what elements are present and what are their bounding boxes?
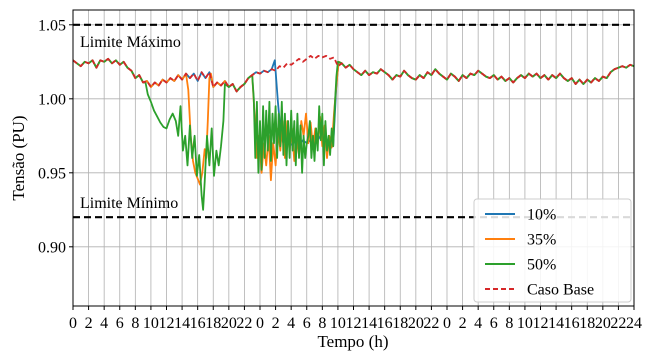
x-tick-label-7: 14 [174,315,190,332]
x-tick-label-16: 8 [318,315,326,332]
x-tick-label-14: 4 [287,315,295,332]
x-tick-label-22: 20 [408,315,424,332]
x-tick-label-29: 10 [517,315,533,332]
x-tick-label-27: 6 [490,315,498,332]
x-tick-label-18: 12 [346,315,362,332]
min-limit-label: Limite Mínimo [80,195,178,212]
x-tick-label-4: 8 [131,315,139,332]
x-tick-label-13: 2 [272,315,280,332]
x-tick-label-31: 14 [548,315,564,332]
legend: 10% 35% 50% Caso Base [473,198,632,303]
x-tick-label-33: 18 [579,315,595,332]
x-tick-label-8: 16 [190,315,206,332]
x-tick-label-1: 2 [85,315,93,332]
x-tick-label-34: 20 [595,315,611,332]
x-tick-label-23: 22 [423,315,439,332]
x-tick-label-5: 10 [143,315,159,332]
series-line-2 [73,57,634,211]
y-tick-label-3: 1.05 [38,17,66,34]
x-tick-label-2: 4 [100,315,108,332]
legend-label-3: Caso Base [527,282,594,299]
x-tick-label-9: 18 [205,315,221,332]
x-axis-label: Tempo (h) [317,332,388,351]
x-tick-label-10: 20 [221,315,237,332]
x-tick-label-12: 0 [256,315,264,332]
y-tick-label-1: 0.95 [38,165,66,182]
x-tick-label-24: 0 [443,315,451,332]
x-tick-label-20: 16 [377,315,393,332]
series-line-3 [73,55,634,93]
legend-box [473,198,632,303]
legend-label-0: 10% [527,207,556,224]
x-tick-label-28: 8 [505,315,513,332]
series-layer [73,55,634,211]
x-tick-label-17: 10 [330,315,346,332]
max-limit-label: Limite Máximo [80,34,181,51]
y-tick-label-0: 0.90 [38,239,66,256]
x-tick-label-15: 6 [303,315,311,332]
x-tick-label-11: 22 [236,315,252,332]
x-tick-label-26: 4 [474,315,482,332]
x-tick-label-0: 0 [69,315,77,332]
x-tick-label-35: 22 [610,315,626,332]
x-axis-ticks: 0 2 4 6 8 10 12 14 16 18 20 22 0 2 4 6 8 10 12 14 16 18 20 22 0 2… [69,306,642,332]
y-axis-label: Tensão (PU) [9,115,28,200]
x-tick-label-3: 6 [116,315,124,332]
legend-label-2: 50% [527,257,556,274]
y-axis-ticks: 0.90 0.95 1.00 1.05 [38,17,73,256]
x-tick-label-30: 12 [533,315,549,332]
y-tick-label-2: 1.00 [38,91,66,108]
x-tick-label-25: 2 [459,315,467,332]
x-tick-label-32: 16 [564,315,580,332]
x-tick-label-36: 24 [626,315,642,332]
x-tick-label-19: 14 [361,315,377,332]
x-tick-label-6: 12 [159,315,175,332]
x-tick-label-21: 18 [392,315,408,332]
legend-label-1: 35% [527,232,556,249]
